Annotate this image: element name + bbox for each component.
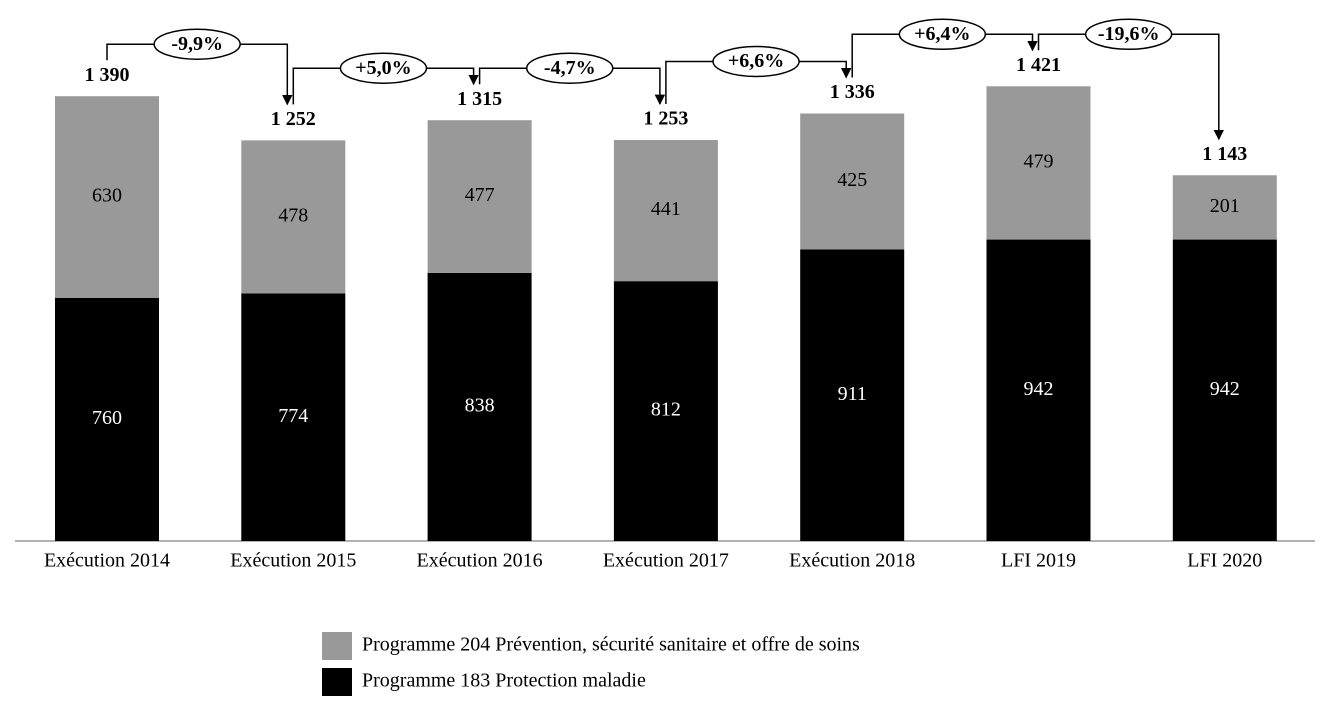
x-tick-label: LFI 2019 [1001, 550, 1076, 572]
change-label: -9,9% [171, 33, 223, 55]
bar-segment [613, 281, 718, 541]
segment-label: 201 [1210, 195, 1240, 217]
segment-label: 441 [651, 198, 681, 220]
segment-label: 942 [1024, 378, 1054, 400]
change-label: -19,6% [1098, 23, 1160, 45]
total-label: 1 143 [1202, 143, 1247, 165]
x-tick-label: Exécution 2016 [417, 550, 543, 572]
change-label: +6,4% [914, 23, 970, 45]
total-label: 1 252 [271, 108, 316, 130]
segment-label: 911 [838, 383, 867, 405]
change-label: +5,0% [355, 57, 411, 79]
segment-label: 478 [278, 204, 308, 226]
change-label: -4,7% [544, 57, 596, 79]
legend-label: Programme 183 Protection maladie [362, 670, 646, 692]
change-bubble [339, 52, 428, 84]
segment-label: 812 [651, 399, 681, 421]
bar-segment [800, 113, 905, 250]
change-label: +6,6% [728, 50, 784, 72]
segment-label: 942 [1210, 378, 1240, 400]
bar-segment [1172, 239, 1277, 541]
total-label: 1 253 [643, 108, 688, 130]
bar-segment [55, 96, 159, 298]
bar-segment [800, 249, 905, 542]
x-tick-label: LFI 2020 [1187, 550, 1262, 572]
total-label: 1 315 [457, 88, 502, 110]
bar-segment [613, 140, 718, 282]
bar-segment [986, 86, 1091, 240]
legend-label: Programme 204 Prévention, sécurité sanit… [362, 634, 860, 656]
segment-label: 760 [92, 407, 122, 429]
segment-label: 425 [837, 169, 867, 191]
segment-label: 477 [465, 184, 495, 206]
legend-swatch [322, 668, 352, 696]
segment-label: 838 [465, 395, 495, 417]
bar-segment [986, 239, 1091, 541]
bar-segment [427, 120, 532, 273]
segment-label: 630 [92, 185, 122, 207]
change-bubble [712, 45, 800, 78]
change-bubble [898, 18, 987, 51]
total-label: 1 390 [85, 64, 130, 86]
segment-label: 479 [1024, 151, 1054, 173]
x-tick-label: Exécution 2014 [44, 550, 170, 572]
x-tick-label: Exécution 2018 [789, 550, 915, 572]
x-tick-label: Exécution 2017 [603, 550, 729, 572]
bar-segment [427, 272, 532, 541]
bar-segment [1172, 175, 1277, 240]
change-bubble [153, 28, 241, 60]
change-bubble [1084, 18, 1173, 51]
legend-swatch [322, 632, 352, 660]
bar-segment [241, 293, 346, 541]
x-tick-label: Exécution 2015 [230, 550, 356, 572]
segment-label: 774 [278, 405, 308, 427]
bar-segment [55, 297, 159, 541]
change-bubble [526, 52, 614, 84]
total-label: 1 421 [1016, 54, 1061, 76]
total-label: 1 336 [830, 81, 875, 103]
bar-segment [241, 140, 346, 294]
